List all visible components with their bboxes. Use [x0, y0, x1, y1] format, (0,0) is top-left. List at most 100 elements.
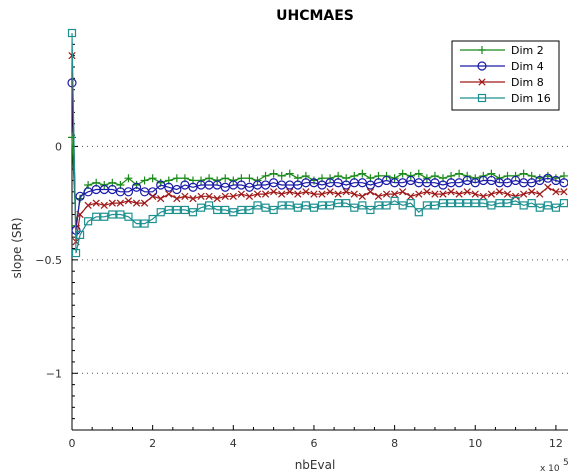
data-point-dim-2 [172, 174, 181, 183]
data-point-dim-16 [221, 205, 230, 215]
data-point-dim-8 [294, 190, 302, 198]
data-point-dim-8 [520, 190, 528, 198]
data-point-dim-4 [527, 178, 537, 188]
data-point-dim-4 [260, 180, 271, 190]
data-point-dim-4 [486, 175, 496, 186]
data-point-dim-16 [309, 203, 319, 212]
data-point-dim-16 [75, 230, 85, 240]
data-point-dim-16 [140, 219, 149, 228]
y-axis-label: slope (SR) [10, 217, 24, 278]
data-point-dim-16 [253, 201, 262, 210]
legend-marker [477, 93, 487, 103]
series-line-dim-16 [71, 32, 565, 254]
data-point-dim-8 [124, 197, 133, 205]
data-point-dim-8 [528, 188, 536, 196]
data-point-dim-8 [407, 192, 415, 200]
y-tick-label: −0.5 [35, 254, 62, 267]
data-point-dim-4 [510, 175, 521, 186]
data-point-dim-4 [543, 173, 553, 183]
data-point-dim-8 [536, 190, 544, 198]
data-point-dim-8 [270, 188, 278, 196]
data-point-dim-8 [132, 199, 141, 207]
data-point-dim-4 [172, 184, 182, 195]
data-point-dim-16 [164, 205, 173, 215]
data-point-dim-16 [172, 205, 181, 215]
x-axis-label: nbEval [295, 458, 336, 472]
data-point-dim-4 [75, 191, 85, 201]
data-point-dim-16 [430, 201, 440, 210]
legend-label: Dim 8 [511, 76, 544, 89]
data-point-dim-8 [374, 192, 383, 200]
data-point-dim-4 [341, 180, 351, 190]
data-point-dim-4 [317, 180, 327, 190]
data-point-dim-4 [502, 178, 513, 188]
x-tick-label: 0 [69, 437, 76, 450]
data-point-dim-16 [511, 196, 520, 205]
data-point-dim-4 [220, 182, 230, 192]
chart-title: UHCMAES [276, 8, 354, 24]
data-point-dim-8 [439, 190, 447, 198]
data-point-dim-8 [149, 192, 157, 200]
data-point-dim-4 [180, 180, 190, 190]
data-point-dim-8 [197, 192, 205, 200]
legend-marker [478, 46, 486, 54]
data-point-dim-8 [165, 190, 173, 198]
data-point-dim-4 [373, 178, 384, 188]
x-tick-label: 4 [230, 437, 237, 450]
data-point-dim-16 [71, 248, 81, 258]
data-point-dim-16 [108, 210, 117, 219]
data-point-dim-4 [212, 180, 222, 190]
data-point-dim-8 [116, 199, 125, 207]
data-point-dim-16 [277, 201, 286, 210]
y-tick-label: 0 [55, 140, 62, 153]
data-point-dim-16 [358, 201, 367, 210]
data-point-dim-8 [479, 192, 487, 200]
data-point-dim-8 [84, 201, 92, 210]
data-point-dim-16 [188, 208, 198, 217]
series-dim-16 [67, 28, 568, 258]
series-dim-4 [67, 78, 568, 235]
x-tick-label: 10 [468, 437, 482, 450]
x-tick-label: 8 [391, 437, 398, 450]
data-point-dim-16 [390, 196, 399, 205]
data-point-dim-8 [140, 199, 149, 207]
data-point-dim-4 [309, 178, 319, 188]
data-point-dim-4 [164, 182, 174, 192]
y-tick-label: −1 [46, 367, 62, 380]
data-point-dim-16 [132, 219, 141, 228]
data-point-dim-16 [398, 201, 407, 210]
data-point-dim-16 [156, 208, 165, 217]
data-point-dim-8 [544, 183, 552, 191]
tick-labels: 0 2 4 6 8 10 12 0 −0.5 −1 [35, 140, 563, 450]
data-point-dim-8 [245, 192, 254, 200]
data-point-dim-16 [414, 208, 423, 217]
data-point-dim-8 [318, 190, 326, 198]
data-point-dim-8 [350, 190, 358, 198]
data-point-dim-2 [519, 169, 528, 178]
data-point-dim-16 [285, 201, 294, 210]
data-point-dim-8 [213, 194, 221, 203]
data-point-dim-16 [519, 201, 528, 210]
data-point-dim-8 [157, 194, 165, 203]
data-point-dim-16 [301, 201, 310, 210]
data-point-dim-8 [495, 188, 504, 196]
data-point-dim-16 [551, 203, 561, 212]
data-point-dim-2 [221, 174, 230, 183]
data-point-dim-8 [390, 190, 399, 198]
data-point-dim-4 [365, 180, 376, 190]
data-point-dim-8 [560, 188, 568, 196]
data-point-dim-4 [131, 182, 142, 192]
data-point-dim-4 [430, 178, 440, 188]
data-point-dim-16 [92, 212, 101, 221]
data-point-dim-16 [205, 201, 214, 210]
data-point-dim-8 [415, 190, 423, 198]
data-point-dim-2 [245, 174, 254, 183]
data-point-dim-8 [229, 192, 237, 200]
data-point-dim-16 [325, 201, 335, 210]
data-point-dim-8 [487, 190, 496, 198]
data-point-dim-8 [463, 188, 471, 196]
data-point-dim-16 [229, 208, 238, 217]
legend-item-dim-16: Dim 16 [460, 92, 551, 105]
data-point-dim-8 [334, 190, 342, 198]
